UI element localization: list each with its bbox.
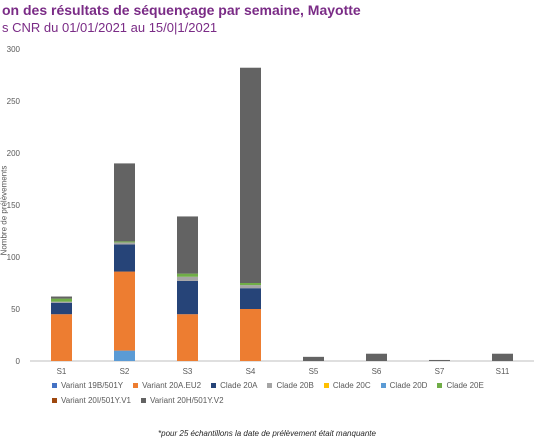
chart-subtitle: s CNR du 01/01/2021 au 15/0|1/2021 [2,20,218,35]
legend-label: Clade 20D [389,381,428,390]
bar-segment [51,296,72,299]
legend-label: Clade 20A [220,381,258,390]
stacked-bar-chart: 0 50 100 150 200 250 300 S1 S2 S3 S4 S5 S6 S7 S11 [7,45,534,376]
bar-segment [366,353,387,361]
legend-swatch [133,383,139,388]
bar-segment [240,288,261,309]
x-tick-label: S3 [183,367,193,376]
bar-segment [51,298,72,302]
bar-segment [240,67,261,283]
y-tick-label: 100 [7,253,21,262]
bar-segment [303,356,324,361]
legend-label: Clade 20E [446,381,484,390]
legend-swatch [52,383,57,388]
legend-item: Variant 20H/501Y.V2 [140,396,224,405]
bar-segment [177,276,198,281]
legend-item: Clade 20A [211,381,257,390]
footnote: *pour 25 échantillons la date de prélève… [158,429,376,438]
chart-title: on des résultats de séquençage par semai… [2,2,361,18]
legend-label: Clade 20C [332,381,371,390]
legend-label: Variant 20I/501Y.V1 [61,396,131,405]
bar-segment [114,163,135,242]
x-tick-label: S6 [372,367,382,376]
legend-label: Variant 20A.EU2 [142,381,202,390]
x-tick-label: S7 [435,367,445,376]
legend-item: Variant 20A.EU2 [133,381,201,390]
legend-swatch [380,383,386,388]
bar-segment [177,273,198,277]
bar-segment [51,301,72,303]
chart-legend: Variant 19B/501Y Variant 20A.EU2 Clade 20A… [52,381,492,405]
bar-segment [114,271,135,351]
bar-segment [114,242,135,245]
bar-segment [240,283,261,286]
y-tick-label: 300 [7,45,21,54]
bar-segment [492,353,513,361]
x-tick-label: S5 [309,367,319,376]
legend-swatch [211,383,217,388]
y-tick-label: 200 [7,149,21,158]
legend-item: Variant 19B/501Y [52,381,123,390]
bar-segment [429,359,450,361]
bar-segment [114,350,135,361]
legend-item: Clade 20D [380,381,428,390]
legend-label: Variant 19B/501Y [61,381,124,390]
legend-swatch [267,383,273,388]
legend-swatch [52,398,57,403]
bar-segment [240,285,261,289]
legend-item: Clade 20E [437,381,484,390]
legend-swatch [437,383,443,388]
bar-segment [177,280,198,315]
y-tick-label: 50 [11,305,20,314]
bar-segment [51,314,72,361]
legend-label: Clade 20B [276,381,314,390]
bar-segment [240,309,261,361]
bar-segment [177,314,198,361]
legend-swatch [140,398,146,403]
bar-segment [114,241,135,243]
y-tick-label: 150 [7,201,21,210]
legend-item: Clade 20C [323,381,371,390]
y-tick-label: 250 [7,97,21,106]
x-tick-label: S11 [496,367,510,376]
x-tick-label: S4 [246,367,256,376]
legend-swatch [323,383,329,388]
x-tick-label: S1 [57,367,67,376]
legend-label: Variant 20H/501Y.V2 [149,396,224,405]
bar-segment [51,302,72,315]
bar-segment [177,216,198,274]
legend-item: Clade 20B [267,381,314,390]
x-tick-label: S2 [120,367,130,376]
y-tick-label: 0 [16,357,21,366]
bar-segment [114,244,135,272]
legend-item: Variant 20I/501Y.V1 [52,396,131,405]
